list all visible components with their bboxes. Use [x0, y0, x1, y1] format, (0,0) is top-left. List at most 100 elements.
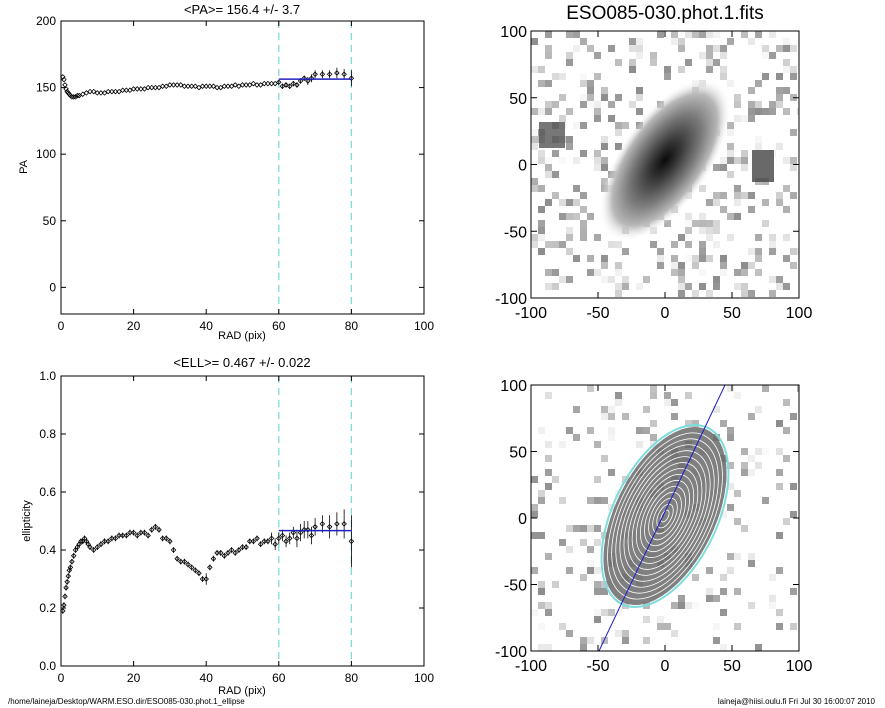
fits-image-noise-pixel	[559, 241, 566, 248]
fits-image-noise-pixel	[538, 220, 545, 227]
isophote-noise-pixel	[566, 427, 573, 434]
fits-image-noise-pixel	[615, 269, 622, 276]
fits-image-noise-pixel	[615, 59, 622, 66]
fits-image-noise-pixel	[580, 220, 587, 227]
isophote-noise-pixel	[538, 588, 545, 595]
fits-image-noise-pixel	[531, 241, 538, 248]
ellipticity-data-point	[326, 524, 333, 530]
isophote-noise-pixel	[720, 420, 727, 427]
fits-image-noise-pixel	[545, 164, 552, 171]
isophote-noise-pixel	[727, 462, 734, 469]
fits-image-noise-pixel	[608, 241, 615, 248]
ellipticity-y-tick-label: 1.0	[39, 369, 56, 383]
isophote-noise-pixel	[608, 406, 615, 413]
pa-data-point	[286, 83, 293, 90]
ellipticity-data-point	[156, 526, 162, 533]
isophote-noise-pixel	[727, 483, 734, 490]
ellipticity-data-point	[297, 529, 304, 536]
isophote-noise-pixel	[545, 483, 552, 490]
fits-image-noise-pixel	[748, 290, 755, 297]
isophote-noise-pixel	[587, 546, 594, 553]
fits-image-noise-pixel	[594, 164, 601, 171]
isophote-noise-pixel	[601, 455, 608, 462]
isophote-noise-pixel	[734, 588, 741, 595]
fits-image-noise-pixel	[573, 31, 580, 38]
fits-image-noise-pixel	[755, 80, 762, 87]
fits-image-noise-pixel	[531, 185, 538, 192]
pa-data-point	[294, 82, 300, 88]
isophote-noise-pixel	[608, 413, 615, 420]
fits-image-noise-pixel	[706, 234, 713, 241]
pa-data-point	[185, 83, 191, 90]
pa-data-point	[199, 83, 206, 90]
pa-data-point	[152, 84, 159, 91]
isophote-noise-pixel	[559, 623, 566, 630]
isophote-noise-pixel	[797, 385, 799, 392]
pa-data-point	[254, 82, 260, 88]
fits-image-noise-pixel	[559, 199, 566, 206]
fits-image-noise-pixel	[559, 73, 566, 80]
fits-image-x-tick-label: 100	[786, 305, 813, 322]
fits-image-noise-pixel	[699, 220, 706, 227]
isophote-noise-pixel	[545, 441, 552, 448]
major-axis-line	[598, 385, 726, 651]
isophote-noise-pixel	[587, 385, 594, 392]
isophote-noise-pixel	[580, 637, 587, 644]
isophote-noise-pixel	[664, 392, 671, 399]
fits-image-noise-pixel	[783, 234, 790, 241]
fits-image-noise-pixel	[636, 108, 643, 115]
fits-image-noise-pixel	[545, 108, 552, 115]
isophote-noise-pixel	[587, 427, 594, 434]
fits-image-noise-pixel	[678, 262, 685, 269]
fits-image-noise-pixel	[748, 262, 755, 269]
ellipticity-data-point	[105, 538, 111, 545]
isophote-noise-pixel	[776, 623, 783, 630]
isophote-noise-pixel	[755, 406, 762, 413]
ellipticity-data-point	[94, 544, 101, 550]
fits-image-noise-pixel	[580, 38, 587, 45]
fits-image-noise-pixel	[531, 143, 538, 150]
ellipticity-data-point	[123, 532, 130, 539]
fits-image-noise-pixel	[601, 94, 608, 101]
isophote-noise-pixel	[755, 448, 762, 455]
fits-image-noise-pixel	[545, 199, 552, 206]
fits-image-noise-pixel	[713, 59, 720, 66]
fits-image-noise-pixel	[538, 108, 545, 115]
fits-image-noise-pixel	[748, 248, 755, 255]
isophote-noise-pixel	[601, 588, 608, 595]
fits-image-noise-pixel	[601, 143, 608, 150]
isophote-noise-pixel	[566, 630, 573, 637]
fits-image-noise-pixel	[580, 234, 587, 241]
isophote-noise-pixel	[545, 455, 552, 462]
fits-image-noise-pixel	[580, 122, 587, 129]
isophote-noise-pixel	[685, 602, 692, 609]
fits-image-noise-pixel	[783, 45, 790, 52]
isophote-noise-pixel	[776, 532, 783, 539]
isophote-noise-pixel	[664, 399, 671, 406]
ellipticity-data-point	[272, 541, 278, 547]
ellipticity-data-point	[276, 535, 282, 542]
pa-data-point	[276, 79, 282, 86]
ellipticity-data-point	[301, 526, 307, 533]
isophote-noise-pixel	[594, 497, 601, 504]
ellipticity-data-point	[116, 532, 122, 539]
fits-image-noise-pixel	[545, 52, 552, 59]
isophote-noise-pixel	[748, 560, 755, 567]
fits-image-noise-pixel	[538, 157, 545, 164]
fits-image-noise-pixel	[734, 157, 741, 164]
isophote-noise-pixel	[531, 511, 538, 518]
fits-image-noise-pixel	[538, 248, 545, 255]
fits-image-noise-pixel	[776, 192, 783, 199]
fits-image-noise-pixel	[545, 80, 552, 87]
isophote-noise-pixel	[720, 511, 727, 518]
fits-image-x-tick-label: 50	[723, 305, 741, 322]
pa-data-point	[221, 83, 228, 90]
fits-image-noise-pixel	[587, 94, 594, 101]
fits-image-noise-pixel	[734, 269, 741, 276]
isophote-noise-pixel	[615, 609, 622, 616]
isophote-y-tick-label: 100	[500, 378, 527, 395]
pa-data-point	[123, 87, 130, 94]
fits-image-noise-pixel	[545, 171, 552, 178]
isophote-noise-pixel	[650, 420, 657, 427]
ellipticity-data-point	[63, 584, 69, 591]
